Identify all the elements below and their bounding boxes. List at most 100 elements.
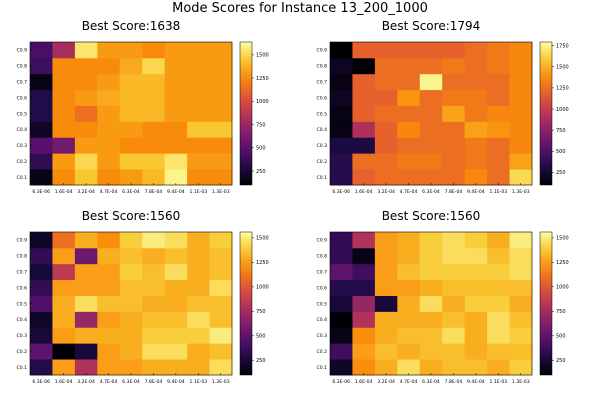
heatmap-cell (397, 42, 421, 59)
heatmap-cell (374, 359, 398, 376)
heatmap-cell (374, 311, 398, 328)
heatmap-cell (397, 57, 421, 75)
x-tick-label: 1.6E-04 (55, 189, 73, 195)
heatmap-cell (164, 263, 188, 281)
heatmap-cell (142, 343, 166, 360)
heatmap-cell (487, 263, 510, 281)
heatmap-cell (187, 311, 210, 328)
heatmap-cell (164, 247, 188, 265)
heatmap-cell (352, 263, 376, 281)
heatmap-cell (119, 42, 143, 59)
heatmap-cell (30, 169, 53, 186)
colorbar (539, 41, 553, 186)
y-tick-label: C0.5 (16, 111, 27, 117)
colorbar-tick-label: 250 (556, 358, 566, 364)
heatmap-cell (464, 153, 488, 170)
heatmap-cell (164, 311, 188, 328)
x-tick-label: 6.3E-04 (122, 379, 140, 385)
panel-title: Best Score:1560 (382, 209, 481, 223)
panel-title: Best Score:1794 (382, 19, 481, 33)
heatmap-cell (119, 232, 143, 249)
heatmap-cell (464, 279, 488, 296)
heatmap-cell (509, 232, 533, 249)
heatmap-cell (119, 105, 143, 122)
colorbar-tick-label: 500 (556, 149, 566, 155)
heatmap-cell (52, 232, 76, 249)
heatmap-cell (509, 169, 533, 186)
heatmap-cell (487, 153, 510, 170)
x-tick-label: 9.4E-04 (167, 379, 185, 385)
heatmap-cell (97, 295, 121, 312)
x-tick-label: 1.1E-03 (189, 189, 207, 195)
heatmap-cell (509, 359, 533, 376)
heatmap-cell (74, 121, 98, 138)
heatmap-cell (119, 327, 143, 344)
colorbar-tick-label: 250 (256, 169, 266, 175)
heatmap-cell (374, 247, 398, 265)
heatmap-cell (97, 327, 121, 344)
heatmap-cell (464, 89, 488, 106)
heatmap-cell (442, 263, 466, 281)
heatmap-cell (330, 57, 353, 75)
heatmap-cell (30, 295, 53, 312)
heatmap-cell (419, 311, 443, 328)
heatmap-cell (509, 105, 533, 122)
heatmap-cell (164, 73, 188, 91)
heatmap-cell (464, 232, 488, 249)
heatmap-cell (509, 263, 533, 281)
y-tick-label: C0.5 (316, 301, 327, 307)
heatmap-cell (187, 359, 210, 376)
heatmap-cell (330, 153, 353, 170)
heatmap-cell (142, 73, 166, 91)
heatmap-cell (419, 89, 443, 106)
heatmap-cell (487, 311, 510, 328)
heatmap-cell (142, 279, 166, 296)
x-tick-label: 3.2E-04 (77, 379, 95, 385)
heatmap-cell (209, 247, 233, 265)
colorbar-tick-label: 1000 (256, 285, 269, 291)
heatmap-cell (74, 169, 98, 186)
heatmap-cell (442, 153, 466, 170)
heatmap-cell (374, 137, 398, 154)
heatmap-cell (97, 247, 121, 265)
y-tick-label: C0.2 (316, 349, 327, 355)
heatmap-cell (142, 311, 166, 328)
heatmap-cell (209, 232, 233, 249)
heatmap-cell (52, 263, 76, 281)
heatmap-cell (419, 153, 443, 170)
x-tick-label: 1.6E-04 (355, 189, 373, 195)
heatmap-cell (397, 169, 421, 186)
heatmap-cell (30, 89, 53, 106)
heatmap-cell (374, 73, 398, 91)
heatmap-cell (209, 57, 233, 75)
y-tick-label: C0.4 (316, 127, 327, 133)
heatmap-cell (142, 247, 166, 265)
heatmap-cell (52, 153, 76, 170)
heatmap-cell (330, 89, 353, 106)
y-tick-label: C0.1 (316, 365, 327, 371)
heatmap-cell (442, 327, 466, 344)
heatmap-cell (142, 169, 166, 186)
heatmap-cell (164, 153, 188, 170)
heatmap-cell (419, 247, 443, 265)
heatmap-cell (74, 295, 98, 312)
colorbar-tick-label: 1250 (556, 260, 569, 266)
y-tick-label: C0.7 (16, 270, 27, 276)
heatmap-cell (487, 232, 510, 249)
heatmap-cell (30, 327, 53, 344)
y-tick-label: C0.5 (316, 111, 327, 117)
heatmap-cell (487, 327, 510, 344)
colorbar-tick-label: 750 (556, 128, 566, 134)
heatmap-cell (74, 263, 98, 281)
heatmap-cell (97, 359, 121, 376)
heatmap-cell (97, 73, 121, 91)
heatmap-cell (30, 232, 53, 249)
heatmap-cell (164, 57, 188, 75)
heatmap-cell (74, 105, 98, 122)
heatmap-cell (419, 42, 443, 59)
heatmap-cell (374, 279, 398, 296)
colorbar-tick-label: 750 (556, 309, 566, 315)
heatmap-cell (97, 105, 121, 122)
heatmap-cell (397, 73, 421, 91)
heatmap-cell (209, 263, 233, 281)
